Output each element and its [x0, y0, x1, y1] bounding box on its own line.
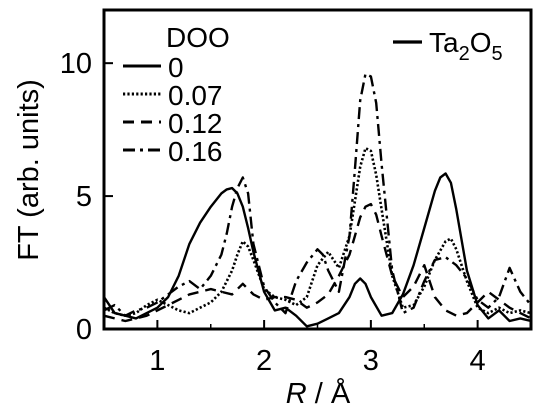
- legend-label-0_16: 0.16: [168, 136, 223, 167]
- y-tick-label: 10: [60, 48, 92, 80]
- legend-label-0_07: 0.07: [168, 80, 223, 111]
- y-tick-label: 5: [76, 181, 92, 213]
- ticks-layer: 1 2 3 4 0 5 10: [60, 48, 532, 377]
- legend-label-0_12: 0.12: [168, 108, 223, 139]
- legend: DOO 00.070.120.16: [123, 22, 230, 167]
- legend-label-0: 0: [168, 52, 184, 83]
- x-tick-label: 3: [363, 345, 379, 377]
- legend-title: DOO: [166, 22, 230, 53]
- x-tick-label: 1: [149, 345, 165, 377]
- reference-legend-label: Ta2O5: [429, 27, 503, 65]
- series-layer: [104, 72, 531, 328]
- series-line-0_16: [104, 72, 531, 317]
- y-axis-label: FT (arb. units): [13, 79, 45, 261]
- reference-legend: Ta2O5: [393, 27, 503, 65]
- y-tick-label: 0: [76, 314, 92, 346]
- series-line-0: [104, 172, 531, 328]
- x-tick-label: 2: [256, 345, 272, 377]
- x-axis-label: R / Å: [286, 377, 351, 409]
- series-line-0_12: [104, 202, 531, 323]
- x-tick-label: 4: [470, 345, 486, 377]
